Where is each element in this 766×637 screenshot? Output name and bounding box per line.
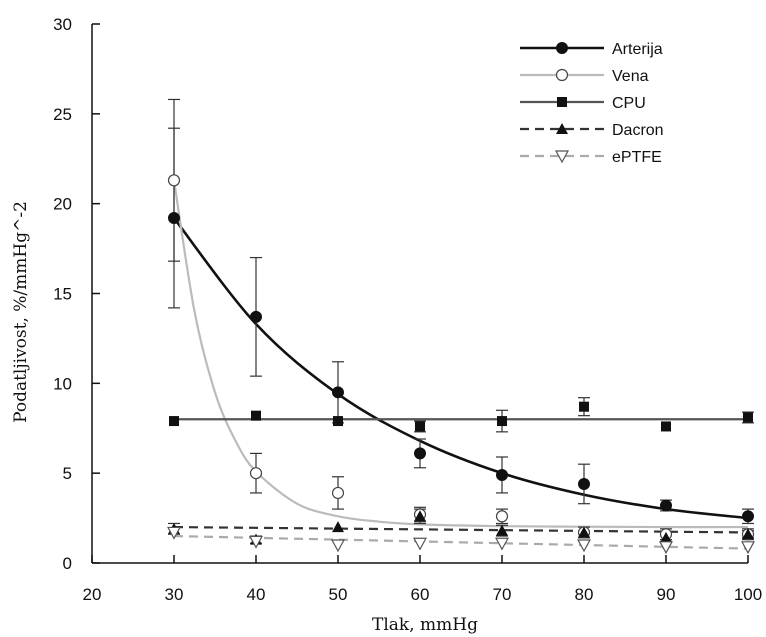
legend-marker-eptfe — [554, 150, 570, 164]
x-tick-label: 100 — [734, 585, 762, 604]
marker-eptfe — [248, 535, 264, 549]
marker-dacron — [414, 510, 426, 522]
x-tick-label: 30 — [165, 585, 184, 604]
marker-dacron — [742, 528, 754, 540]
marker-eptfe — [658, 541, 674, 555]
fit-line-dacron — [173, 525, 749, 534]
x-tick-label: 60 — [411, 585, 430, 604]
legend-marker-arterija — [556, 42, 568, 54]
x-axis-label: Tlak, mmHg — [372, 615, 478, 635]
marker-arterija — [660, 499, 672, 512]
marker-cpu — [661, 421, 671, 432]
marker-arterija — [578, 477, 590, 490]
marker-arterija — [250, 310, 262, 323]
marker-arterija — [414, 447, 426, 460]
marker-eptfe — [166, 526, 182, 540]
x-tick-label: 70 — [493, 585, 512, 604]
marker-vena — [167, 174, 181, 187]
data-markers — [166, 174, 756, 555]
marker-eptfe — [576, 539, 592, 553]
marker-cpu — [169, 416, 179, 427]
axes: 20 30 40 50 60 70 80 90 100 0 5 10 15 20 25 30 — [53, 15, 762, 604]
y-tick-label: 20 — [53, 195, 72, 214]
x-tick-label: 90 — [657, 585, 676, 604]
legend: Arterija Vena CPU Dacron ePTFE — [520, 41, 664, 166]
marker-eptfe — [330, 539, 346, 553]
marker-eptfe — [494, 537, 510, 551]
x-tick-label: 40 — [247, 585, 266, 604]
x-tick-label: 50 — [329, 585, 348, 604]
y-tick-label: 0 — [63, 554, 72, 573]
x-tick-label: 80 — [575, 585, 594, 604]
legend-marker-dacron — [556, 123, 568, 134]
marker-cpu — [579, 401, 589, 412]
y-tick-label: 10 — [53, 374, 72, 393]
marker-arterija — [742, 510, 754, 523]
legend-label-arterija: Arterija — [612, 41, 663, 58]
x-tick-label: 20 — [83, 585, 102, 604]
marker-vena — [495, 510, 509, 523]
marker-dacron — [496, 524, 508, 536]
legend-marker-vena — [555, 68, 569, 82]
marker-vena — [331, 486, 345, 500]
legend-label-vena: Vena — [612, 68, 649, 85]
y-tick-label: 15 — [53, 285, 72, 304]
marker-eptfe — [740, 541, 756, 555]
marker-arterija — [332, 386, 344, 399]
marker-cpu — [415, 421, 425, 432]
y-tick-label: 25 — [53, 105, 72, 124]
marker-cpu — [251, 410, 261, 421]
marker-arterija — [496, 468, 508, 481]
legend-label-cpu: CPU — [612, 95, 646, 112]
marker-cpu — [497, 416, 507, 427]
y-tick-label: 30 — [53, 15, 72, 34]
fit-line-eptfe — [173, 534, 749, 550]
marker-dacron — [332, 521, 344, 533]
legend-label-eptfe: ePTFE — [612, 149, 662, 166]
legend-label-dacron: Dacron — [612, 122, 664, 139]
legend-marker-cpu — [557, 97, 567, 107]
marker-vena — [249, 467, 263, 480]
marker-arterija — [168, 212, 180, 225]
marker-cpu — [743, 412, 753, 423]
marker-cpu — [333, 416, 343, 427]
marker-dacron — [660, 531, 672, 543]
y-tick-label: 5 — [63, 464, 72, 483]
marker-dacron — [578, 526, 590, 538]
marker-eptfe — [412, 537, 428, 551]
y-axis-label: Podatljivost, %/mmHg^-2 — [11, 201, 31, 423]
